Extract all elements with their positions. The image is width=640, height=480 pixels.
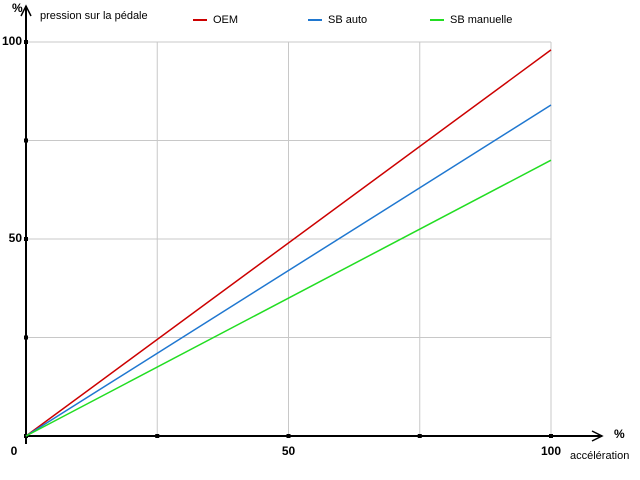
y-tick-label: 50	[9, 231, 23, 245]
x-axis-title: accélération	[570, 450, 629, 462]
y-axis-title: pression sur la pédale	[40, 10, 148, 22]
legend-label: OEM	[213, 14, 238, 26]
legend-label: SB manuelle	[450, 14, 512, 26]
x-tick-label: 100	[541, 444, 561, 458]
legend-label: SB auto	[328, 14, 367, 26]
y-tick-label: 100	[2, 34, 22, 48]
series-line	[25, 104, 552, 437]
x-tick-label: 50	[282, 444, 296, 458]
x-axis-arrow	[591, 430, 604, 442]
y-unit: %	[12, 1, 23, 15]
series-line	[25, 159, 552, 437]
x-unit: %	[614, 427, 625, 441]
series-line	[25, 49, 552, 437]
y-axis-arrow	[20, 4, 32, 17]
x-tick-label: 0	[11, 444, 18, 458]
